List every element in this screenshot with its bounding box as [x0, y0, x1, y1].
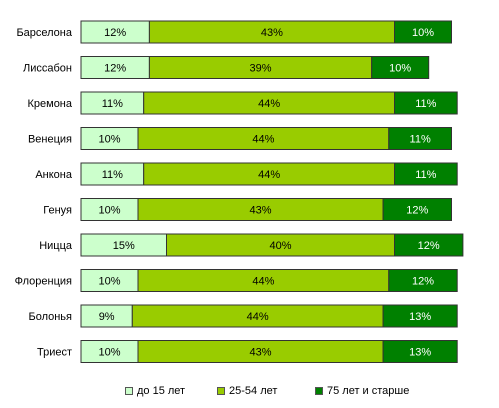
bar-segment	[382, 198, 453, 221]
chart-legend: до 15 лет 25-54 лет 75 лет и старше	[125, 384, 485, 398]
category-label: Ницца	[39, 240, 73, 252]
legend-swatch	[315, 387, 323, 395]
data-label: 15%	[113, 240, 135, 252]
category-label: Триест	[37, 347, 72, 359]
bar-segment	[371, 56, 430, 79]
data-label: 44%	[252, 134, 274, 146]
category-label: Флоренция	[15, 276, 72, 288]
chart-plot: Барселона Лиссабон Кремона Венеция Анкона Ген…	[15, 20, 464, 363]
data-label: 9%	[99, 311, 115, 323]
data-label: 43%	[250, 205, 272, 217]
data-label: 12%	[104, 63, 126, 75]
category-label: Кремона	[27, 98, 72, 110]
category-label: Болонья	[28, 311, 72, 323]
legend-swatch	[125, 387, 133, 395]
legend-swatch	[217, 387, 225, 395]
data-label: 12%	[418, 240, 440, 252]
category-label: Барселона	[16, 27, 72, 39]
data-label: 10%	[98, 134, 120, 146]
data-label: 10%	[98, 205, 120, 217]
category-label: Венеция	[28, 134, 72, 146]
legend-item: 25-54 лет	[217, 384, 277, 398]
bar-segment	[394, 233, 464, 257]
bar-segment	[394, 162, 458, 186]
data-label: 11%	[102, 98, 123, 110]
legend-label: до 15 лет	[137, 385, 186, 397]
data-label: 12%	[406, 205, 428, 217]
bar-segment	[382, 304, 458, 328]
data-label: 10%	[389, 63, 411, 75]
data-label: 44%	[258, 169, 280, 181]
category-label: Анкона	[35, 169, 73, 181]
data-label: 43%	[250, 347, 272, 359]
data-label: 11%	[410, 134, 431, 146]
bar-segment	[394, 91, 458, 115]
data-label: 40%	[269, 240, 291, 252]
data-label: 44%	[258, 98, 280, 110]
data-label: 12%	[104, 27, 126, 39]
data-label: 10%	[98, 276, 120, 288]
bar-segment	[382, 340, 458, 363]
bar-segment	[388, 269, 458, 292]
data-label: 13%	[409, 347, 431, 359]
bar-segment	[388, 127, 452, 150]
bar-segment	[394, 20, 452, 44]
legend-label: 25-54 лет	[229, 385, 278, 397]
data-label: 10%	[412, 27, 434, 39]
data-label: 43%	[261, 27, 283, 39]
data-label: 11%	[102, 169, 123, 181]
data-label: 12%	[412, 276, 434, 288]
data-label: 39%	[250, 63, 272, 75]
data-label: 10%	[98, 347, 120, 359]
data-label: 44%	[252, 276, 274, 288]
legend-item: 75 лет и старше	[315, 384, 409, 398]
data-label: 11%	[415, 98, 436, 110]
data-label: 13%	[409, 311, 431, 323]
data-label: 44%	[247, 311, 269, 323]
legend-item: до 15 лет	[125, 384, 185, 398]
category-label: Лиссабон	[23, 63, 72, 75]
legend-label: 75 лет и старше	[327, 385, 410, 397]
category-label: Генуя	[43, 205, 72, 217]
data-label: 11%	[415, 169, 436, 181]
